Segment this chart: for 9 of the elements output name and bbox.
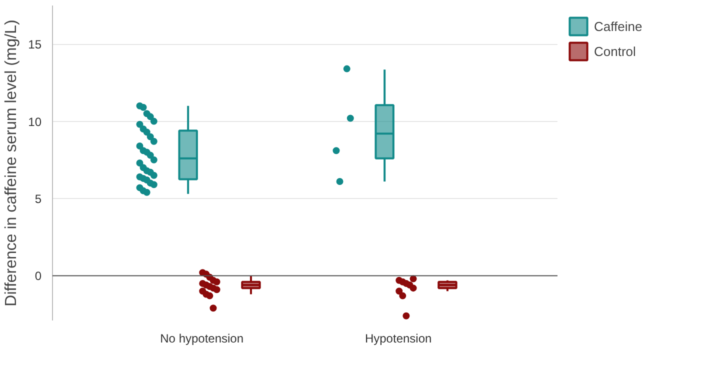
y-tick-label: 0 — [34, 269, 42, 284]
legend-label: Control — [594, 44, 636, 58]
x-tick-label: No hypotension — [160, 332, 244, 346]
x-tick-label: Hypotension — [364, 332, 432, 346]
y-tick-label: 5 — [34, 192, 42, 206]
y-axis-title: Difference in caffeine serum level (mg/L) — [3, 20, 20, 306]
legend-label: Caffeine — [594, 18, 642, 34]
y-tick-label: 10 — [28, 114, 42, 129]
y-tick-label: 15 — [28, 38, 42, 52]
